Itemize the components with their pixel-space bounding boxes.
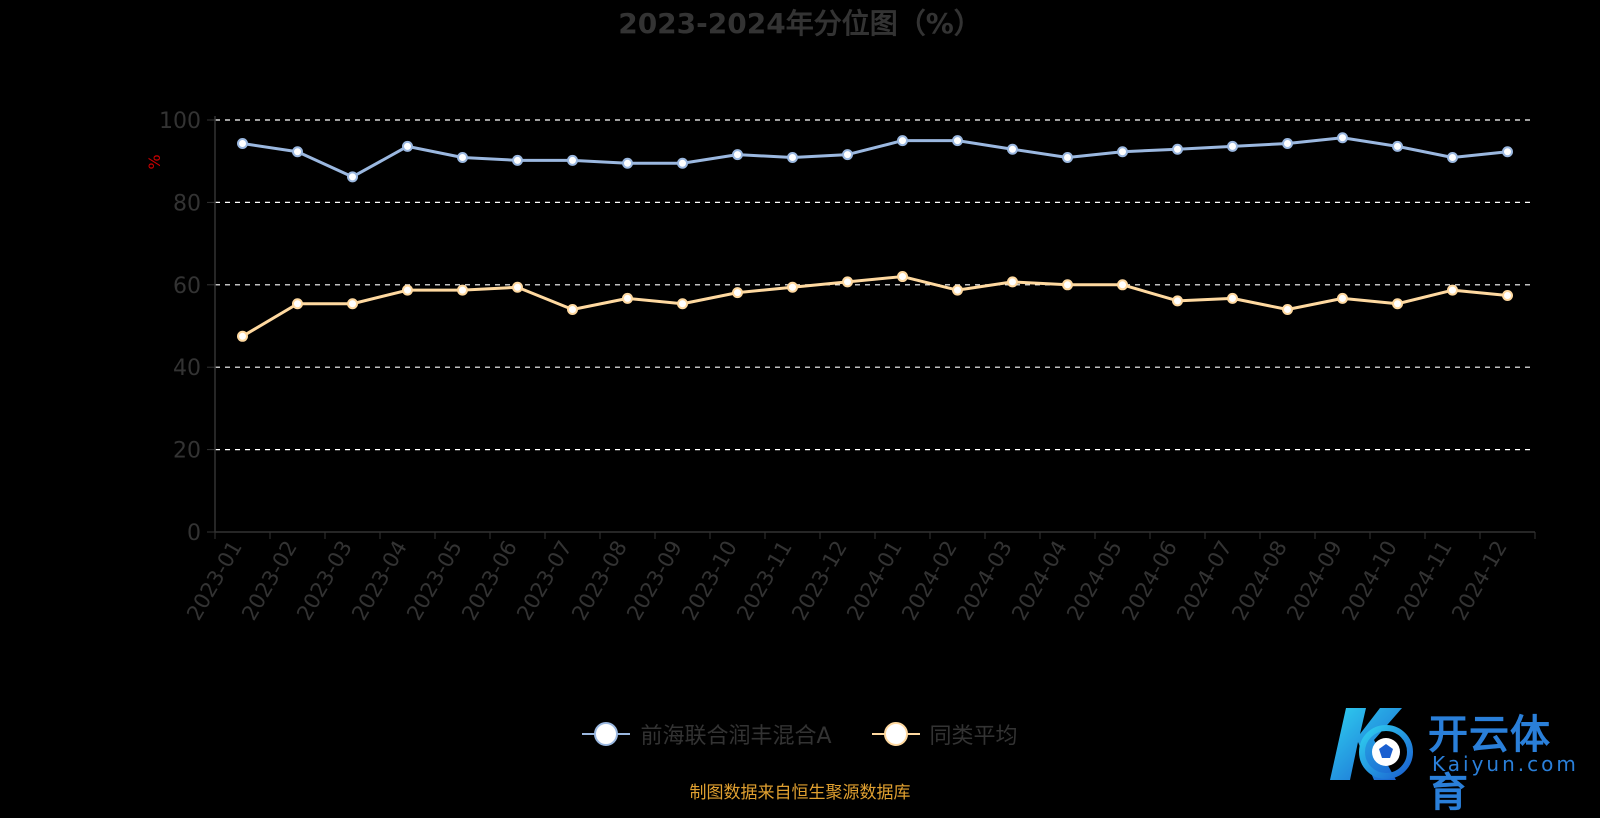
y-tick-label: 0: [187, 521, 201, 546]
watermark-logo: 开云体育 Kaiyun.com: [1316, 700, 1586, 816]
series-0-point[interactable]: [567, 154, 578, 166]
watermark-name-en: Kaiyun.com: [1432, 752, 1579, 776]
legend-marker-fund-icon: [582, 721, 631, 747]
series-1-point[interactable]: [897, 271, 908, 283]
series-1-point[interactable]: [1282, 304, 1293, 316]
series-1-point[interactable]: [1392, 298, 1403, 310]
chart-title: 2023-2024年分位图（%）: [618, 7, 982, 40]
series-1-point[interactable]: [1337, 292, 1348, 304]
series-0-point[interactable]: [1337, 132, 1348, 144]
legend-item-fund[interactable]: 前海联合润丰混合A: [582, 718, 832, 750]
series-1-point[interactable]: [622, 292, 633, 304]
series-1-point[interactable]: [512, 281, 523, 293]
series-0-point[interactable]: [402, 140, 413, 152]
series-1-point[interactable]: [1062, 279, 1073, 291]
x-tick-label: 2024-12: [1447, 537, 1512, 625]
series-0-point[interactable]: [1502, 146, 1513, 158]
series-0-point[interactable]: [732, 149, 743, 161]
series-0-point[interactable]: [1117, 146, 1128, 158]
series-1-point[interactable]: [292, 298, 303, 310]
series-1-point[interactable]: [457, 284, 468, 296]
series-0-point[interactable]: [1007, 143, 1018, 155]
series-1-point[interactable]: [567, 304, 578, 316]
series-1-point[interactable]: [1447, 284, 1458, 296]
y-tick-label: 80: [173, 191, 201, 216]
legend-marker-average-icon: [871, 721, 920, 747]
series-1-point[interactable]: [787, 281, 798, 293]
series-1-point[interactable]: [1502, 290, 1513, 302]
series-0-point[interactable]: [677, 157, 688, 169]
legend-label-average: 同类平均: [929, 724, 1018, 749]
line-chart: 0204060801002023-012023-022023-032023-04…: [145, 109, 1536, 625]
y-axis-label: %: [145, 154, 164, 169]
series-0-point[interactable]: [1447, 151, 1458, 163]
series: [237, 132, 1513, 342]
series-1-point[interactable]: [237, 330, 248, 342]
series-1-point[interactable]: [732, 287, 743, 299]
watermark-name-cn: 开云体育: [1428, 712, 1551, 816]
series-0-point[interactable]: [292, 146, 303, 158]
series-0-point[interactable]: [237, 137, 248, 149]
series-1-point[interactable]: [1172, 295, 1183, 307]
series-1-point[interactable]: [402, 284, 413, 296]
legend-item-average[interactable]: 同类平均: [871, 718, 1018, 750]
grid-lines: [215, 119, 1535, 451]
series-1-point[interactable]: [1117, 279, 1128, 291]
series-0-point[interactable]: [1282, 137, 1293, 149]
kaiyun-logo-icon: [1330, 708, 1413, 780]
data-source-note: 制图数据来自恒生聚源数据库: [689, 783, 911, 803]
series-1-point[interactable]: [1007, 276, 1018, 288]
series-0-point[interactable]: [457, 151, 468, 163]
series-0-point[interactable]: [347, 171, 358, 183]
series-0-point[interactable]: [1392, 140, 1403, 152]
series-0-point[interactable]: [622, 157, 633, 169]
series-1-point[interactable]: [842, 276, 853, 288]
series-1-point[interactable]: [677, 298, 688, 310]
series-1-point[interactable]: [347, 298, 358, 310]
series-0-point[interactable]: [952, 135, 963, 147]
y-tick-label: 100: [159, 109, 201, 134]
series-0-point[interactable]: [787, 151, 798, 163]
series-line-0: [242, 136, 1508, 179]
y-tick-label: 40: [173, 356, 201, 381]
series-1-point[interactable]: [1227, 292, 1238, 304]
series-0-point[interactable]: [1062, 151, 1073, 163]
series-0-point[interactable]: [1172, 143, 1183, 155]
series-line-1: [241, 275, 1508, 338]
legend: 前海联合润丰混合A 同类平均: [0, 718, 1600, 750]
y-tick-label: 20: [173, 439, 201, 464]
series-0-point[interactable]: [842, 149, 853, 161]
series-1-point[interactable]: [952, 284, 963, 296]
series-0-point[interactable]: [897, 135, 908, 147]
series-0-point[interactable]: [512, 154, 523, 166]
series-0-point[interactable]: [1227, 140, 1238, 152]
y-tick-label: 60: [173, 274, 201, 299]
legend-label-fund: 前海联合润丰混合A: [640, 724, 832, 749]
